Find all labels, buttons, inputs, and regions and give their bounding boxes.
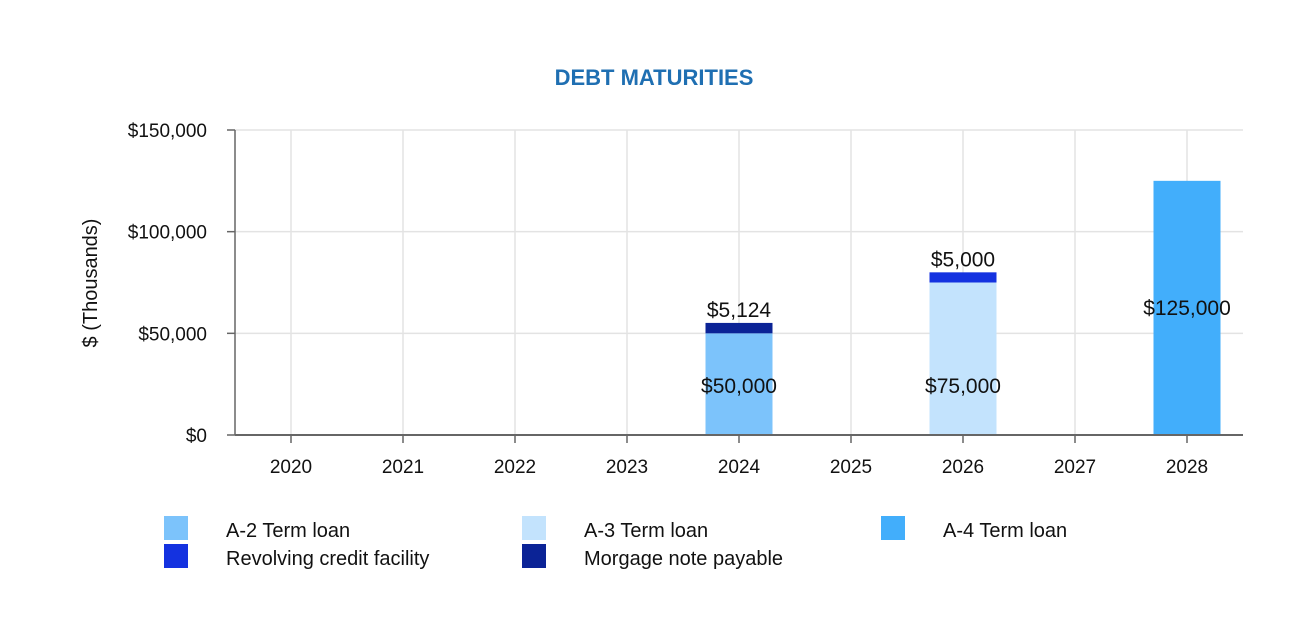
legend-item-a-4-term-loan: A-4 Term loan	[881, 516, 1067, 542]
data-label-2026: $5,000	[931, 248, 995, 271]
data-label-2024: $5,124	[707, 299, 772, 322]
legend-label: A-4 Term loan	[943, 520, 1067, 542]
data-label-2028: $125,000	[1143, 297, 1231, 320]
legend-swatch	[164, 516, 188, 540]
legend-label: Revolving credit facility	[226, 548, 429, 570]
bar-2024-morgage-note-payable	[705, 322, 773, 334]
legend-item-a-2-term-loan: A-2 Term loan	[164, 516, 350, 542]
y-tick-labels: $0 $50,000 $100,000 $150,000	[128, 121, 207, 447]
x-tick-label-2024: 2024	[718, 457, 761, 478]
legend-label: Morgage note payable	[584, 548, 783, 570]
legend-swatch	[881, 516, 905, 540]
legend-swatch	[522, 544, 546, 568]
y-tick-label: $50,000	[138, 324, 207, 345]
x-tick-label-2026: 2026	[942, 457, 984, 478]
legend-swatch	[522, 516, 546, 540]
x-tick-label-2020: 2020	[270, 457, 312, 478]
chart-title: DEBT MATURITIES	[555, 65, 754, 90]
bar-2024-a-2-term-loan	[705, 333, 773, 435]
bar-2026-a-3-term-loan	[929, 282, 997, 435]
x-tick-label-2023: 2023	[606, 457, 648, 478]
data-labels: $50,000 $5,124 $75,000 $5,000 $125,000	[701, 248, 1231, 398]
y-tick-label: $0	[186, 426, 207, 447]
axes	[227, 129, 1243, 443]
bar-2026-revolving-credit-facility	[929, 272, 997, 283]
bar-2028-a-4-term-loan	[1153, 180, 1221, 435]
x-tick-label-2027: 2027	[1054, 457, 1096, 478]
y-tick-label: $100,000	[128, 223, 207, 244]
legend: A-2 Term loan A-3 Term loan A-4 Term loan R…	[164, 516, 1067, 570]
x-tick-label-2021: 2021	[382, 457, 424, 478]
data-label-2024: $50,000	[701, 375, 777, 398]
x-tick-label-2025: 2025	[830, 457, 872, 478]
legend-swatch	[164, 544, 188, 568]
legend-item-a-3-term-loan: A-3 Term loan	[522, 516, 708, 542]
data-label-2026: $75,000	[925, 375, 1001, 398]
bars	[705, 180, 1221, 435]
x-tick-label-2028: 2028	[1166, 457, 1208, 478]
y-tick-label: $150,000	[128, 121, 207, 142]
y-axis-label: $ (Thousands)	[80, 219, 102, 348]
legend-item-morgage-note-payable: Morgage note payable	[522, 544, 783, 570]
x-tick-label-2022: 2022	[494, 457, 536, 478]
legend-label: A-3 Term loan	[584, 520, 708, 542]
legend-item-revolving-credit-facility: Revolving credit facility	[164, 544, 429, 570]
x-tick-labels: 2020 2021 2022 2023 2024 2025 2026 2027 2028	[270, 457, 1208, 478]
legend-label: A-2 Term loan	[226, 520, 350, 542]
